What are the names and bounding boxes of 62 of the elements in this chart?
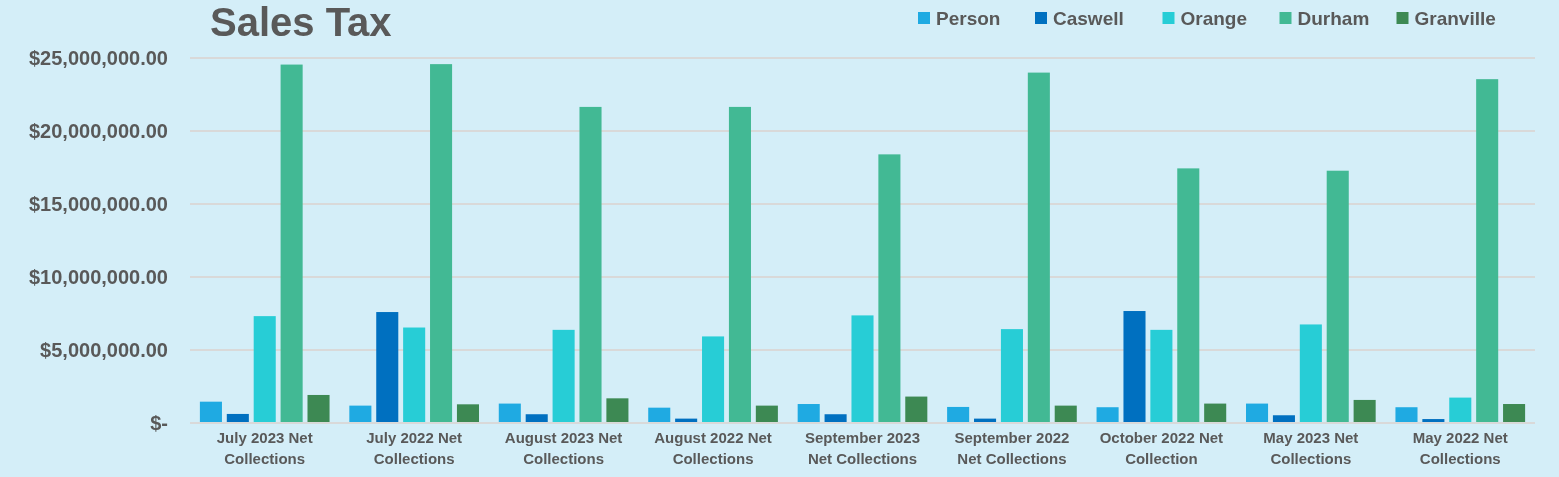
bar <box>851 315 874 423</box>
bar <box>1096 407 1119 423</box>
legend-label: Durham <box>1297 7 1370 29</box>
legend-label: Orange <box>1180 7 1248 29</box>
bar <box>728 106 751 423</box>
legend-label: Caswell <box>1053 7 1124 29</box>
bar <box>1027 72 1050 423</box>
bar <box>349 405 372 423</box>
bar <box>702 336 725 423</box>
bar <box>1272 415 1295 423</box>
bar <box>905 396 928 423</box>
bar <box>253 316 276 423</box>
bar <box>824 414 847 423</box>
bar <box>1476 79 1499 423</box>
bar <box>648 407 671 423</box>
bar <box>606 398 629 423</box>
bar <box>525 414 548 423</box>
bar <box>199 401 222 423</box>
bar <box>1000 329 1023 423</box>
bar <box>947 406 970 423</box>
y-tick-label: $10,000,000.00 <box>28 266 168 288</box>
bar <box>797 404 820 423</box>
chart-title: Sales Tax <box>210 0 392 44</box>
bar <box>430 64 453 423</box>
bar <box>1177 168 1200 423</box>
bar <box>280 64 303 423</box>
bar <box>1123 311 1146 423</box>
bar <box>376 312 399 423</box>
x-tick-label: July 2022 Net Collections <box>366 429 463 467</box>
x-tick-label: July 2023 Net Collections <box>216 429 313 467</box>
y-tick-label: $- <box>150 412 168 434</box>
x-tick-label: August 2023 Net Collections <box>504 429 623 467</box>
bar <box>1353 399 1376 423</box>
bar <box>1395 407 1418 423</box>
bar <box>878 154 901 423</box>
x-tick-label: May 2023 Net Collections <box>1263 429 1359 467</box>
x-tick-label: August 2022 Net Collections <box>654 429 772 467</box>
legend-label: Granville <box>1414 7 1496 29</box>
legend-label: Person <box>936 7 1001 29</box>
y-tick-label: $5,000,000.00 <box>40 339 168 361</box>
bar <box>1449 397 1472 423</box>
x-tick-label: September 2023 Net Collections <box>804 429 921 467</box>
y-tick-label: $15,000,000.00 <box>28 193 168 215</box>
bar <box>1150 329 1173 423</box>
y-tick-label: $25,000,000.00 <box>28 47 168 69</box>
bar <box>552 329 575 423</box>
x-tick-label: September 2022 Net Collections <box>954 429 1070 467</box>
bar <box>456 404 479 423</box>
bar <box>1246 403 1269 423</box>
bar <box>307 394 330 423</box>
bar <box>498 403 521 423</box>
bar <box>403 327 426 423</box>
x-tick-label: May 2022 Net Collections <box>1412 429 1508 467</box>
bar <box>755 405 778 423</box>
bar <box>1299 324 1322 423</box>
bar <box>579 106 602 423</box>
x-tick-label: October 2022 Net Collection <box>1099 429 1224 467</box>
bar <box>1503 404 1526 423</box>
y-tick-label: $20,000,000.00 <box>28 120 168 142</box>
bar <box>1204 403 1227 423</box>
bar <box>1326 170 1349 423</box>
bar <box>1054 405 1077 423</box>
